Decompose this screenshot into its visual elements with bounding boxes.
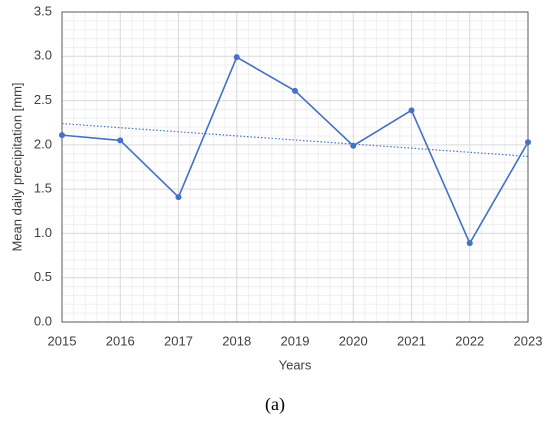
x-tick-label: 2015 <box>48 333 77 348</box>
x-tick-label: 2019 <box>281 333 310 348</box>
x-tick-label: 2018 <box>222 333 251 348</box>
x-tick-label: 2020 <box>339 333 368 348</box>
y-tick-label: 3.0 <box>34 48 52 63</box>
data-point <box>466 240 473 247</box>
y-axis-label: Mean daily precipitation [mm] <box>9 82 24 251</box>
x-tick-label: 2021 <box>397 333 426 348</box>
caption: (a) <box>265 394 285 415</box>
data-point <box>292 87 298 94</box>
x-tick-label: 2016 <box>106 333 135 348</box>
plot-border <box>61 11 529 323</box>
x-tick-label: 2017 <box>164 333 193 348</box>
data-point <box>117 137 124 144</box>
data-point <box>233 54 240 61</box>
y-tick-label: 1.5 <box>34 181 52 196</box>
x-axis-label: Years <box>279 357 312 372</box>
x-tick-label: 2023 <box>514 333 543 348</box>
y-tick-label: 1.0 <box>34 225 52 240</box>
data-point <box>59 132 65 139</box>
y-tick-label: 0.0 <box>34 313 52 328</box>
y-tick-label: 3.5 <box>34 3 52 18</box>
data-point <box>408 107 415 114</box>
y-tick-label: 2.5 <box>34 92 52 107</box>
data-point <box>350 142 357 149</box>
x-tick-label: 2022 <box>455 333 484 348</box>
trendline <box>61 123 529 157</box>
y-tick-label: 0.5 <box>34 269 52 284</box>
y-tick-label: 2.0 <box>34 136 52 151</box>
data-point <box>525 139 531 146</box>
data-point <box>175 194 182 201</box>
